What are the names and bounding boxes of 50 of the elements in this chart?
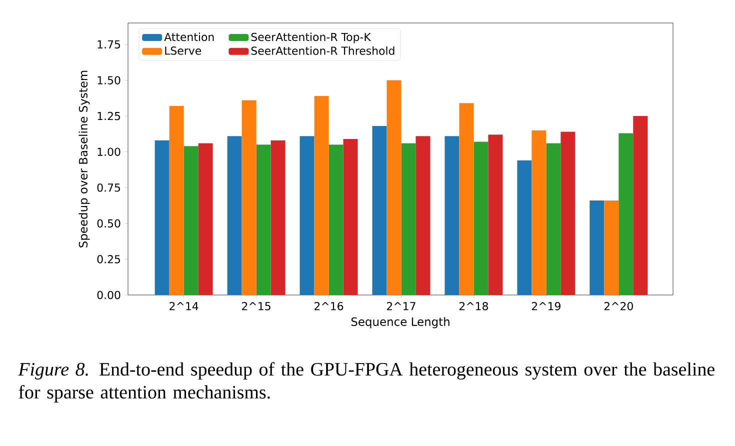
bar [590,200,604,295]
x-tick-label: 2^18 [459,302,488,310]
x-tick-label: 2^20 [604,302,633,310]
bar [314,96,329,295]
bar [560,132,576,295]
bar [416,136,430,295]
y-tick-label: 1.00 [98,148,120,156]
x-tick-label: 2^15 [242,302,270,310]
bar [459,103,474,295]
y-tick-label: 1.75 [98,40,120,49]
bar [343,138,358,295]
x-tick-label: 2^16 [314,302,344,310]
x-tick-label: 2^17 [386,302,416,310]
y-tick-label: 0.75 [97,183,120,192]
bar [401,143,416,295]
y-tick-label: 1.50 [98,76,120,84]
y-tick-label: 0.00 [97,290,120,300]
legend-label: SeerAttention-R Top-K [251,32,372,44]
bar [618,133,634,295]
bar [328,144,344,295]
bar [386,80,402,295]
bar [227,136,242,295]
bar [633,116,648,295]
legend-label: Attention [164,32,214,42]
bar [474,142,488,295]
text: Figure 8. End-to-end speedup of the GPU-FPGA heterogeneous system over the baseline for sparse attention mechanisms. [18,362,714,402]
bar [242,100,256,295]
x-axis-title: Sequence Length [351,317,450,328]
y-axis-title: Speedup over Baseline System [78,70,90,248]
x-tick-label: 2^14 [170,302,198,310]
bar [198,143,213,295]
bar [488,134,503,295]
legend-label: SeerAttention-R Threshold [251,46,394,55]
bar [154,140,170,295]
y-tick-label: 0.50 [97,219,120,228]
y-tick-label: 1.25 [98,112,120,120]
bar [444,136,460,295]
bar [532,130,546,295]
bar [604,200,619,295]
bar [256,144,271,295]
bar [270,140,286,295]
bar [169,106,184,295]
y-tick-label: 0.25 [97,255,120,264]
bar [517,160,532,295]
legend-label: LServe [165,46,202,55]
bar [546,143,561,295]
x-tick-label: 2^19 [532,302,560,310]
bar [372,126,387,295]
bar [300,136,314,295]
bar [184,146,198,295]
